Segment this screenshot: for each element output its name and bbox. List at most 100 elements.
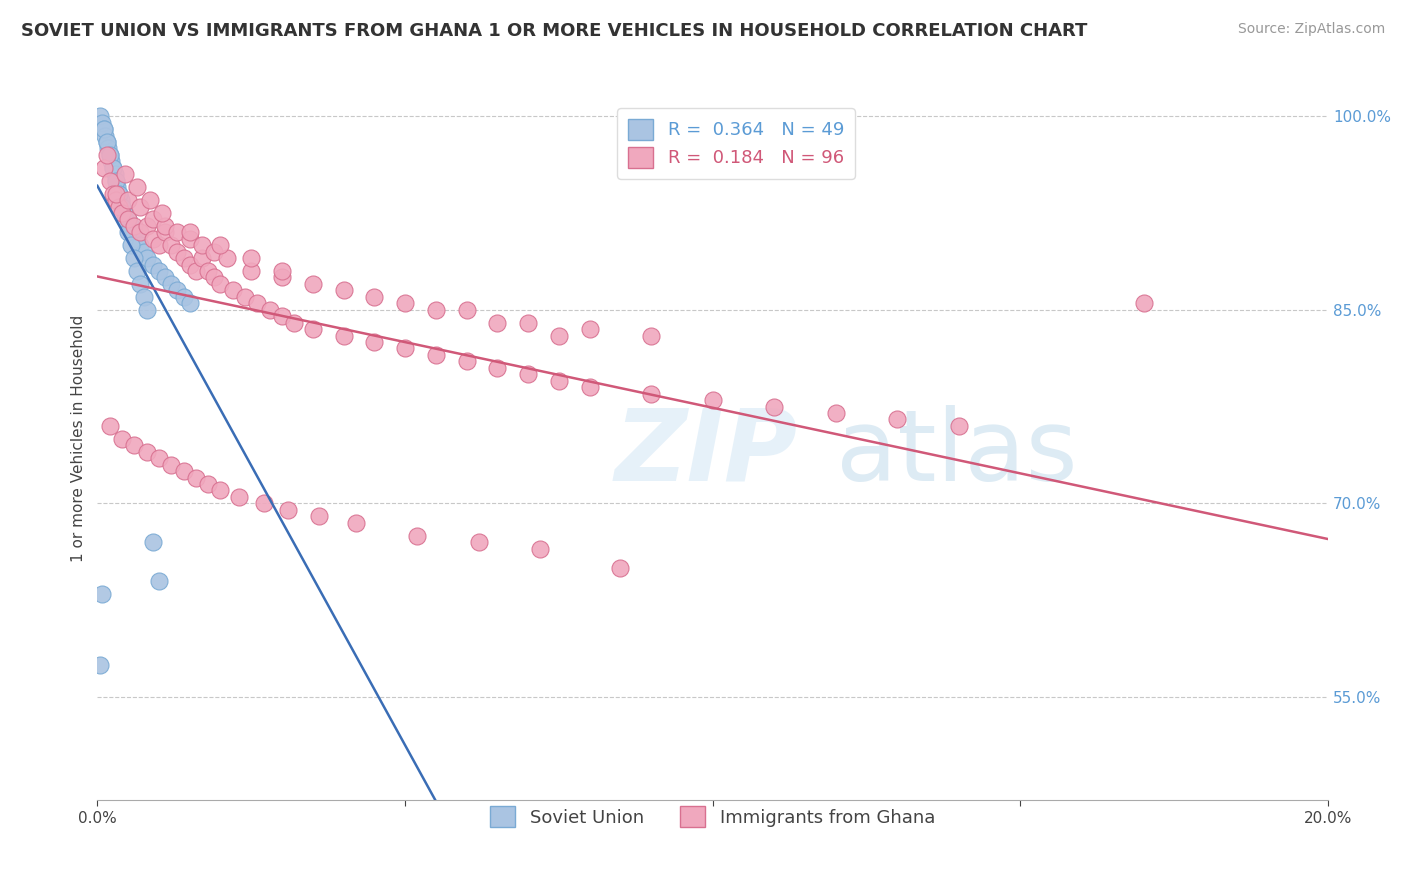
Point (93, 161, 115, 175)
Point (100, 154, 122, 169)
Point (101, 161, 124, 175)
Point (394, 342, 416, 356)
Y-axis label: 1 or more Vehicles in Household: 1 or more Vehicles in Household (72, 315, 86, 563)
Point (173, 251, 195, 265)
Point (609, 561, 631, 575)
Point (202, 244, 225, 259)
Point (271, 264, 294, 278)
Point (132, 244, 155, 259)
Point (104, 174, 127, 188)
Point (96, 135, 118, 149)
Point (179, 232, 201, 246)
Point (117, 225, 139, 239)
Point (271, 310, 294, 324)
Point (132, 290, 155, 304)
Point (105, 180, 128, 194)
Point (120, 238, 142, 252)
Point (142, 535, 165, 549)
Point (114, 206, 136, 220)
Point (166, 284, 188, 298)
Point (640, 386, 662, 401)
Point (763, 400, 786, 414)
Point (96, 148, 118, 162)
Point (124, 438, 146, 452)
Point (153, 270, 176, 285)
Point (548, 328, 571, 343)
Point (117, 193, 139, 207)
Point (184, 470, 207, 484)
Text: SOVIET UNION VS IMMIGRANTS FROM GHANA 1 OR MORE VEHICLES IN HOUSEHOLD CORRELATIO: SOVIET UNION VS IMMIGRANTS FROM GHANA 1 … (21, 22, 1087, 40)
Point (332, 284, 354, 298)
Point (98, 148, 121, 162)
Point (166, 244, 188, 259)
Point (93, 122, 115, 136)
Point (209, 277, 232, 291)
Point (184, 264, 207, 278)
Point (548, 374, 571, 388)
Point (150, 206, 173, 220)
Point (191, 251, 214, 265)
Point (104, 174, 127, 188)
Point (117, 212, 139, 227)
Point (124, 225, 146, 239)
Point (456, 302, 478, 317)
Point (332, 328, 354, 343)
Point (886, 412, 908, 426)
Point (101, 161, 124, 175)
Text: ZIP: ZIP (614, 405, 797, 502)
Point (120, 219, 142, 233)
Point (142, 232, 165, 246)
Point (108, 186, 131, 201)
Point (110, 193, 132, 207)
Point (127, 180, 149, 194)
Point (138, 193, 160, 207)
Point (142, 212, 165, 227)
Point (111, 432, 134, 446)
Point (202, 270, 225, 285)
Point (394, 296, 416, 310)
Point (529, 541, 551, 556)
Point (640, 328, 662, 343)
Point (948, 418, 970, 433)
Point (108, 200, 131, 214)
Point (104, 193, 127, 207)
Point (148, 451, 170, 466)
Point (179, 296, 201, 310)
Point (93, 128, 115, 143)
Point (148, 264, 170, 278)
Point (142, 258, 165, 272)
Point (160, 238, 183, 252)
Point (98, 418, 121, 433)
Point (228, 490, 250, 504)
Point (301, 277, 323, 291)
Point (363, 334, 385, 349)
Text: atlas: atlas (835, 405, 1077, 502)
Point (425, 302, 447, 317)
Point (111, 200, 134, 214)
Point (425, 348, 447, 362)
Point (104, 186, 127, 201)
Point (179, 258, 201, 272)
Point (124, 251, 146, 265)
Point (89, 657, 111, 672)
Point (148, 238, 170, 252)
Point (406, 528, 429, 542)
Point (153, 219, 176, 233)
Point (197, 264, 219, 278)
Point (173, 464, 195, 478)
Point (89, 109, 111, 123)
Point (277, 503, 299, 517)
Point (114, 167, 136, 181)
Point (166, 225, 188, 239)
Point (191, 238, 214, 252)
Point (117, 212, 139, 227)
Point (160, 458, 183, 472)
Point (308, 509, 330, 524)
Point (486, 316, 509, 330)
Point (111, 200, 134, 214)
Point (344, 516, 367, 530)
Point (456, 354, 478, 368)
Legend: Soviet Union, Immigrants from Ghana: Soviet Union, Immigrants from Ghana (484, 799, 942, 835)
Point (135, 444, 157, 458)
Point (114, 212, 136, 227)
